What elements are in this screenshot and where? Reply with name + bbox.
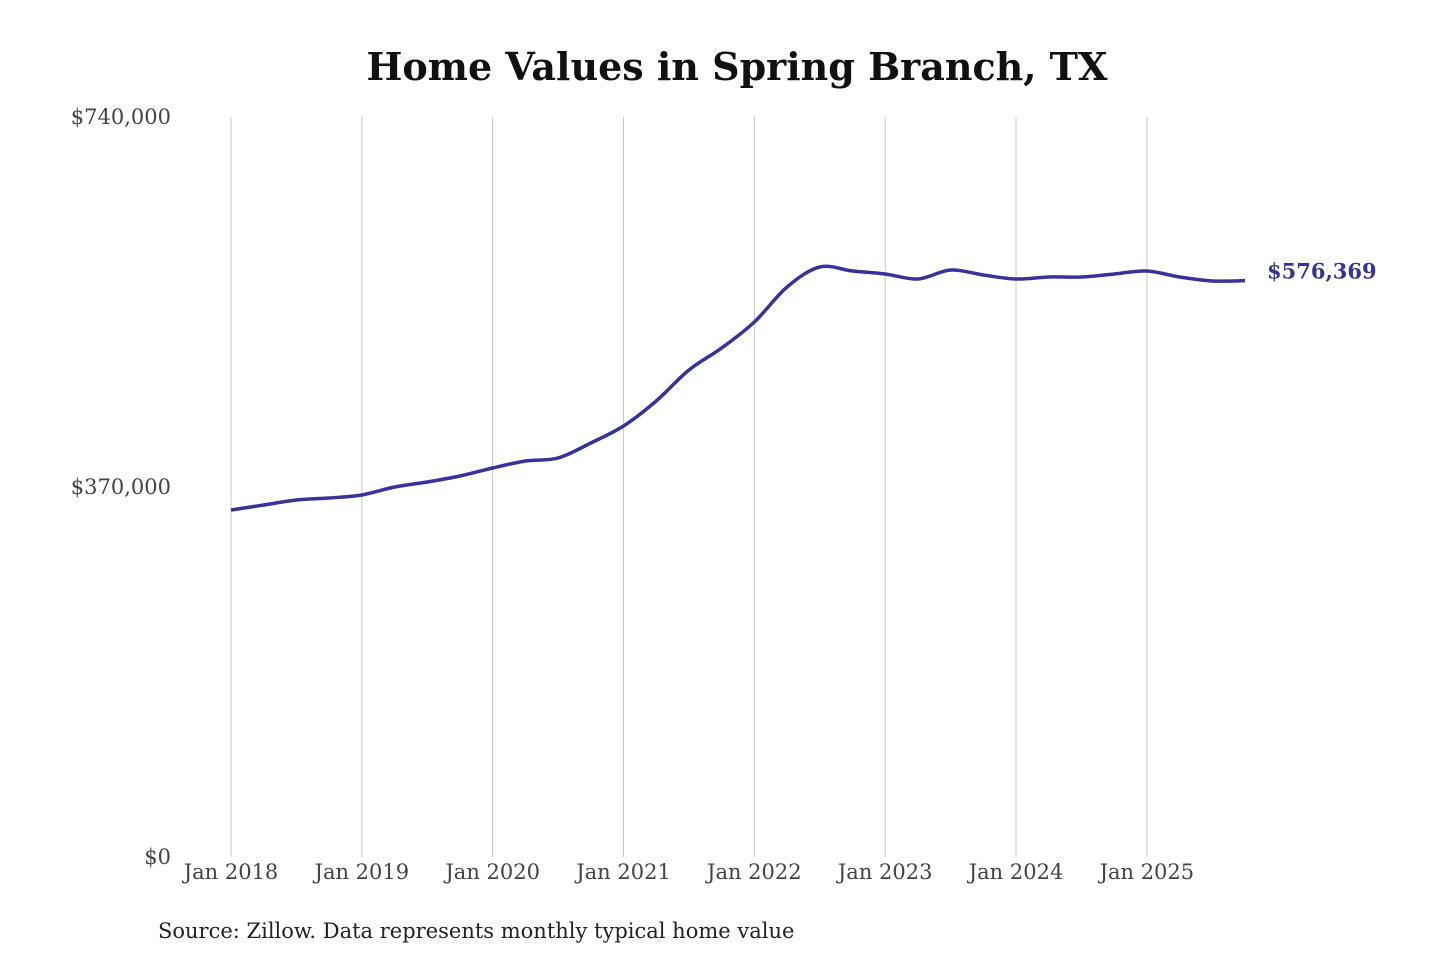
x-tick-label: Jan 2019 [313,860,410,884]
x-tick-label: Jan 2022 [705,860,802,884]
source-note: Source: Zillow. Data represents monthly … [158,919,794,943]
line [230,264,1246,512]
end-value-label: $576,369 [1267,259,1377,284]
y-tick-label: $370,000 [71,475,171,499]
x-tick-label: Jan 2025 [1098,860,1195,884]
y-tick-label: $740,000 [71,105,171,129]
chart-title: Home Values in Spring Branch, TX [367,44,1108,89]
x-tick-label: Jan 2023 [836,860,933,884]
x-tick-label: Jan 2018 [182,860,279,884]
x-tick-label: Jan 2024 [967,860,1064,884]
x-tick-label: Jan 2021 [574,860,671,884]
y-tick-label: $0 [144,845,171,869]
x-tick-label: Jan 2020 [443,860,540,884]
